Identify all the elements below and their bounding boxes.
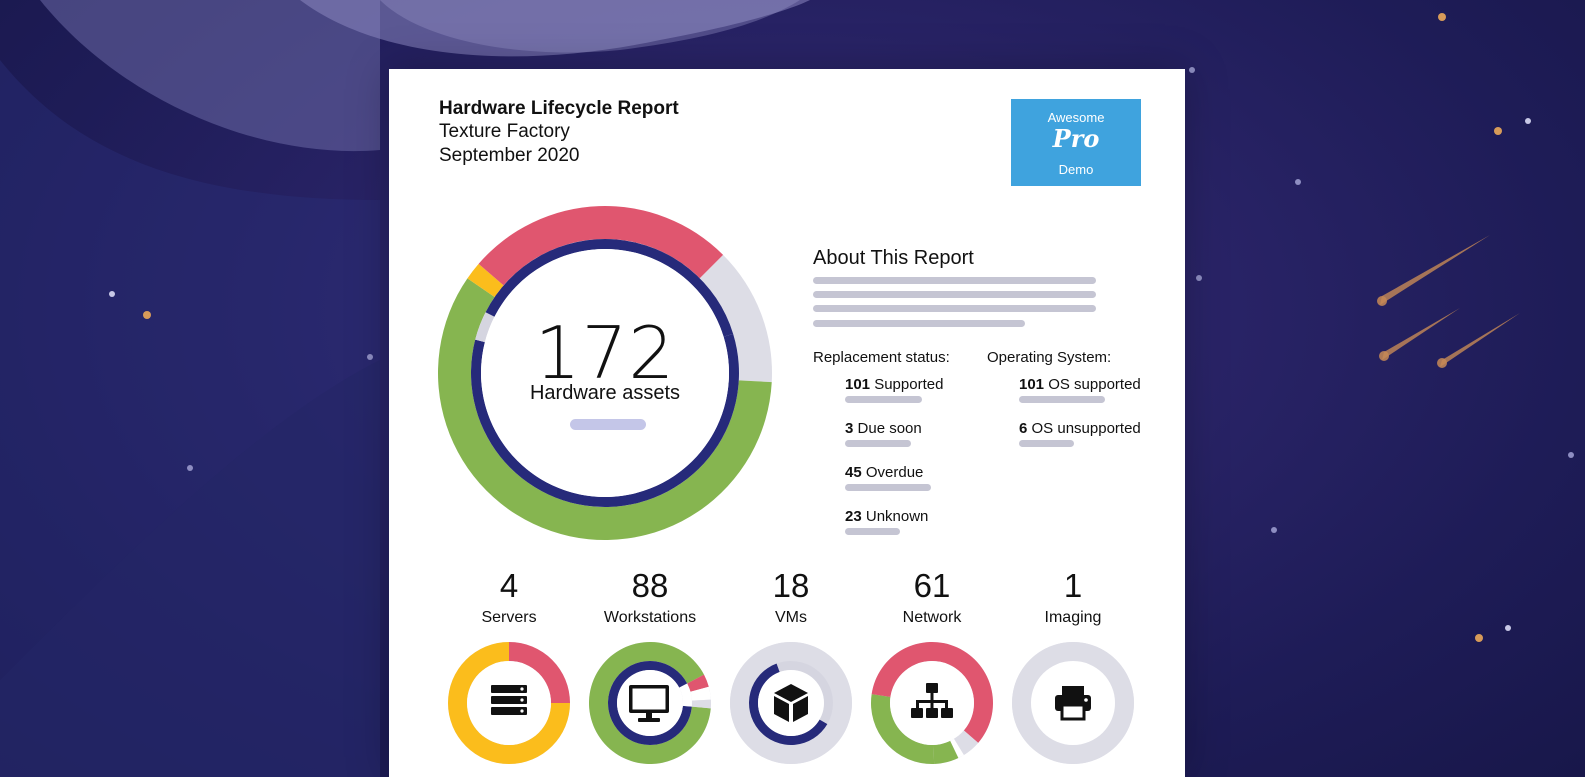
sd3-outer-unknown xyxy=(953,730,979,756)
replacement-status-heading: Replacement status: xyxy=(813,349,950,366)
placeholder-line xyxy=(845,396,922,403)
sd2-inner-os-unsupported xyxy=(776,661,833,724)
brand-logo: Awesome Pro Demo xyxy=(1011,99,1141,186)
placeholder-line xyxy=(813,305,1096,312)
sd0-outer-due-soon xyxy=(448,642,570,764)
placeholder-line xyxy=(845,484,931,491)
network-donut xyxy=(871,642,993,764)
network-label: Network xyxy=(902,609,962,626)
sd4-outer-unknown xyxy=(1011,642,1134,764)
logo-brand-text: Pro xyxy=(1052,124,1100,153)
main-donut-supported-segment xyxy=(438,278,772,540)
logo-bottom-text: Demo xyxy=(1058,162,1094,177)
main-donut-overdue-segment xyxy=(478,205,724,286)
report-title: Hardware Lifecycle Report xyxy=(439,98,679,119)
report-page: Hardware Lifecycle Report Texture Factor… xyxy=(389,69,1185,777)
total-assets-label: Hardware assets xyxy=(529,382,681,404)
servers-label: Servers xyxy=(481,609,537,626)
placeholder-line xyxy=(813,277,1096,284)
status-overdue: 45 Overdue xyxy=(845,464,924,481)
network-count: 61 xyxy=(913,567,951,604)
main-donut-unknown-segment xyxy=(699,254,772,383)
placeholder-line xyxy=(1019,396,1105,403)
total-assets-value: 172 xyxy=(534,311,676,395)
logo-top-text: Awesome xyxy=(1047,110,1105,125)
monitor-icon xyxy=(629,685,669,722)
servers-donut xyxy=(448,642,570,764)
vms-donut xyxy=(729,642,852,764)
sd1-outer-supported xyxy=(589,642,711,764)
imaging-label: Imaging xyxy=(1044,609,1102,626)
cube-icon xyxy=(774,684,808,722)
sd2-hole xyxy=(758,670,824,736)
status-due-soon: 3 Due soon xyxy=(845,420,922,437)
workstations-donut xyxy=(589,642,711,764)
report-date: September 2020 xyxy=(439,145,580,166)
servers-count: 4 xyxy=(499,567,519,604)
sd3-outer-overdue xyxy=(871,642,993,743)
placeholder-line xyxy=(1019,440,1074,447)
placeholder-line xyxy=(845,528,900,535)
placeholder-line xyxy=(845,440,911,447)
imaging-count: 1 xyxy=(1063,567,1083,604)
sd3-outer-supported xyxy=(871,694,935,764)
sd3-outer-gap xyxy=(950,738,964,759)
about-heading: About This Report xyxy=(813,247,974,269)
hardware-assets-donut xyxy=(438,205,772,540)
sd0-outer-overdue xyxy=(509,642,570,703)
status-unknown: 23 Unknown xyxy=(845,508,929,525)
status-supported: 101 Supported xyxy=(845,376,944,393)
main-donut-hole xyxy=(481,249,729,497)
sd1-outer-overdue xyxy=(687,674,709,692)
placeholder-line xyxy=(813,320,1025,327)
placeholder-line xyxy=(813,291,1096,298)
main-donut-os-remaining-segment xyxy=(485,239,734,337)
os-supported: 101 OS supported xyxy=(1019,376,1141,393)
report-organization: Texture Factory xyxy=(439,121,570,142)
main-donut-os-unsupported-segment xyxy=(475,312,495,343)
workstations-count: 88 xyxy=(631,567,669,604)
sd1-outer-gap xyxy=(690,686,711,701)
sd1-inner-gap xyxy=(679,683,692,707)
vms-count: 18 xyxy=(772,567,810,604)
vms-label: VMs xyxy=(775,609,807,626)
main-donut-due-soon-segment xyxy=(467,263,504,298)
sd2-outer-unknown xyxy=(729,642,852,764)
network-icon xyxy=(911,683,953,718)
placeholder-bar xyxy=(570,419,646,430)
operating-system-heading: Operating System: xyxy=(987,349,1112,366)
sd3-outer-supported-2 xyxy=(933,740,959,764)
os-unsupported: 6 OS unsupported xyxy=(1019,420,1141,437)
printer-icon xyxy=(1055,686,1091,721)
imaging-donut xyxy=(1011,642,1134,764)
server-icon xyxy=(491,685,527,715)
workstations-label: Workstations xyxy=(603,609,697,626)
sd1-outer-unknown xyxy=(691,699,711,709)
